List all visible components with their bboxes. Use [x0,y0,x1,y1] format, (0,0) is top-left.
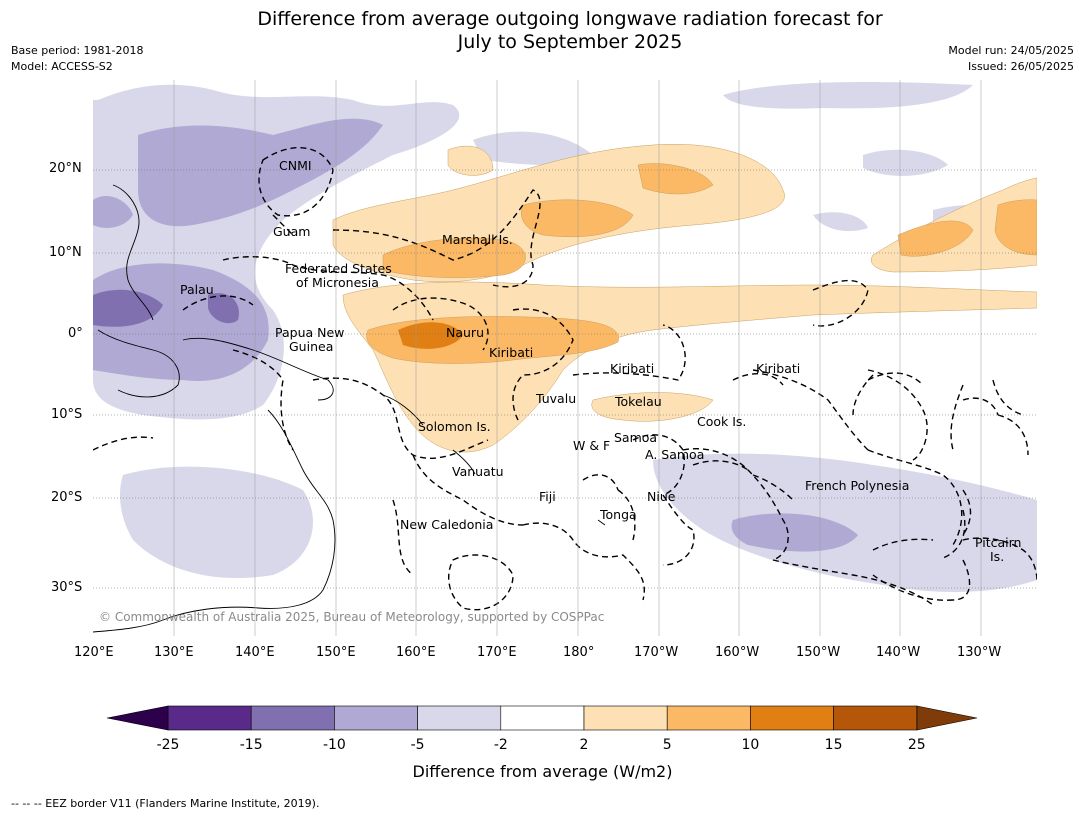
lon-tick-170e: 170°E [477,645,517,660]
label-samoa: Samoa [614,430,657,445]
label-american-samoa: A. Samoa [645,447,704,462]
colorbar-tick: 15 [824,737,843,753]
lat-tick-20n: 20°N [49,161,82,176]
colorbar-over-arrow [916,705,978,731]
colorbar-title: Difference from average (W/m2) [412,762,673,781]
label-tonga: Tonga [599,507,637,522]
eez-legend-footer: -- -- -- EEZ border V11 (Flanders Marine… [11,797,320,810]
colorbar-tick: 25 [907,737,926,753]
colorbar-tick: -15 [239,737,263,753]
label-cnmi: CNMI [279,158,312,173]
place-labels: CNMI Guam Marshall Is. Federated States … [180,158,1021,564]
label-kiribati-central: Kiribati [610,361,654,376]
label-palau: Palau [180,282,214,297]
label-png-line2: Guinea [289,339,333,354]
label-guam: Guam [273,224,310,239]
label-french-polynesia: French Polynesia [805,478,909,493]
colorbar-segment [583,705,668,731]
coastlines [93,184,606,633]
lat-tick-10s: 10°S [51,407,83,422]
label-cook: Cook Is. [697,414,746,429]
lat-tick-10n: 10°N [49,245,82,260]
map-title-line2: July to September 2025 [457,31,683,53]
colorbar-tick: -10 [322,737,346,753]
colorbar-tick: -25 [156,737,180,753]
issued-date: Issued: 26/05/2025 [967,60,1074,73]
map-title-line1: Difference from average outgoing longwav… [257,8,883,30]
label-solomon: Solomon Is. [418,419,491,434]
parallels [93,169,1037,589]
lon-tick-140w: 140°W [876,645,921,660]
lon-tick-160w: 160°W [715,645,760,660]
anomaly-dark-purple [93,289,239,327]
model-run: Model run: 24/05/2025 [948,44,1074,57]
label-vanuatu: Vanuatu [452,464,504,479]
label-fiji: Fiji [539,489,556,504]
label-marshall: Marshall Is. [442,232,513,247]
colorbar-segment [500,705,585,731]
label-png-line1: Papua New [275,325,344,340]
label-kiribati-west: Kiribati [489,345,533,360]
colorbar-segment [167,705,252,731]
lon-tick-140e: 140°E [235,645,275,660]
colorbar-segment [750,705,834,731]
colorbar-tick: -5 [410,737,425,753]
label-pitcairn-line2: Is. [990,549,1004,564]
forecast-map: CNMI Guam Marshall Is. Federated States … [93,80,1037,636]
model-name: Model: ACCESS-S2 [11,60,113,73]
colorbar-tick: 10 [741,737,760,753]
colorbar-tick: 5 [662,737,672,753]
label-tuvalu: Tuvalu [535,391,576,406]
colorbar-under-arrow [106,705,169,731]
colorbar-segment [417,705,502,731]
gridlines [173,80,982,636]
label-niue: Niue [647,489,676,504]
label-tokelau: Tokelau [614,394,662,409]
colorbar-segments [167,705,918,731]
lon-tick-120e: 120°E [74,645,114,660]
label-kiribati-east: Kiribati [756,361,800,376]
lon-tick-170w: 170°W [634,645,679,660]
lon-tick-130w: 130°W [957,645,1002,660]
colorbar [106,705,978,731]
label-new-caledonia: New Caledonia [400,517,493,532]
lon-tick-180: 180° [563,645,595,660]
lat-tick-20s: 20°S [51,490,83,505]
colorbar-segment [666,705,751,731]
colorbar-tick: -2 [493,737,508,753]
colorbar-segment [833,705,918,731]
colorbar-segment [334,705,418,731]
base-period: Base period: 1981-2018 [11,44,144,57]
colorbar-segment [250,705,335,731]
label-nauru: Nauru [446,325,484,340]
lon-tick-160e: 160°E [396,645,436,660]
lon-tick-150w: 150°W [796,645,841,660]
label-pitcairn-line1: Pitcairn [975,535,1021,550]
lat-tick-30s: 30°S [51,580,83,595]
lat-tick-equator: 0° [68,326,83,341]
label-wallis-futuna: W & F [573,438,610,453]
lon-tick-150e: 150°E [316,645,356,660]
label-fsm-line2: of Micronesia [296,275,379,290]
anomaly-dark-orange [398,322,463,349]
lon-tick-130e: 130°E [154,645,194,660]
eez-borders [93,146,1037,611]
colorbar-tick: 2 [579,737,589,753]
label-fsm-line1: Federated States [285,261,392,276]
copyright-notice: © Commonwealth of Australia 2025, Bureau… [99,610,604,624]
